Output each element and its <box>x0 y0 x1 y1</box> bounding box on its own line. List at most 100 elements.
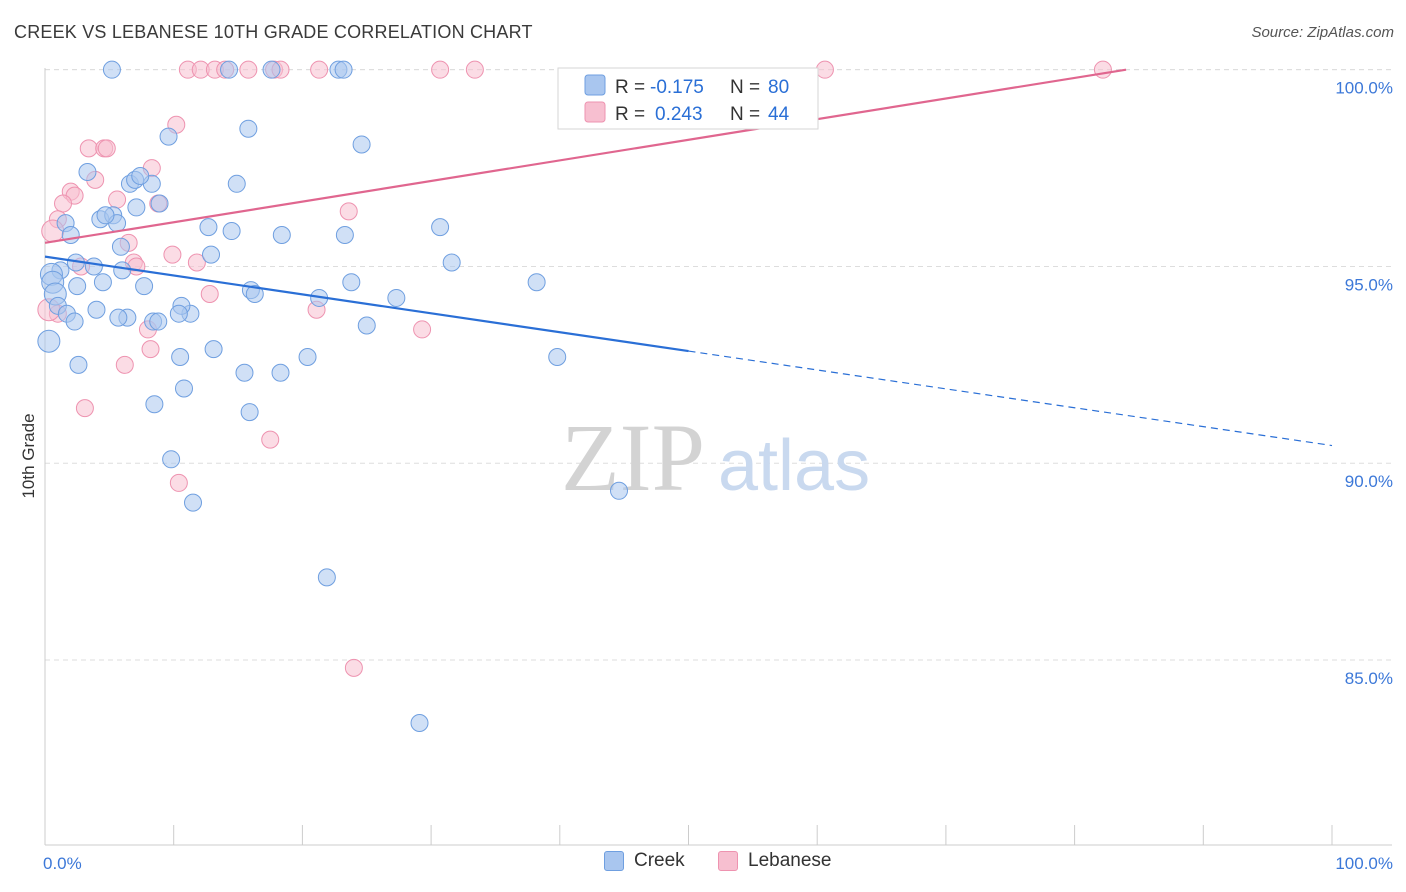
creek-point <box>69 355 88 374</box>
legend-lebanese-r-value: 0.243 <box>655 104 703 125</box>
lebanese-points <box>37 60 1112 677</box>
legend-creek-r-value: -0.175 <box>650 77 704 98</box>
creek-point <box>102 60 121 79</box>
creek-point <box>202 245 221 264</box>
lebanese-point <box>79 139 98 158</box>
legend-creek-n-value: 80 <box>768 77 789 98</box>
creek-point <box>174 379 193 398</box>
creek-point <box>220 60 239 79</box>
bottom-legend-lebanese-label: Lebanese <box>748 850 832 871</box>
creek-point <box>113 261 132 280</box>
creek-point <box>272 225 291 244</box>
creek-point <box>245 285 264 304</box>
tick-labels: 85.0% 90.0% 95.0% 100.0% 0.0% 100.0% <box>43 79 1393 873</box>
y-tick-label: 95.0% <box>1345 275 1393 294</box>
creek-point <box>271 363 290 382</box>
lebanese-point <box>54 194 73 213</box>
creek-point <box>184 493 203 512</box>
creek-point <box>431 218 450 237</box>
creek-point <box>96 206 115 225</box>
lebanese-point <box>1093 60 1112 79</box>
legend-lebanese-r-label: R = <box>615 104 645 125</box>
creek-point <box>199 218 218 237</box>
bottom-legend-creek-label: Creek <box>634 850 685 871</box>
chart-title: CREEK VS LEBANESE 10TH GRADE CORRELATION… <box>14 22 533 42</box>
legend-lebanese-swatch <box>584 101 606 123</box>
creek-point <box>239 119 258 138</box>
lebanese-point <box>169 473 188 492</box>
bottom-legend: Creek Lebanese <box>0 850 1406 880</box>
legend-box: R = -0.175 N = 80 R = 0.243 N = 44 <box>557 67 819 130</box>
lebanese-point <box>261 430 280 449</box>
creek-point <box>61 225 80 244</box>
creek-point <box>298 347 317 366</box>
lebanese-point <box>310 60 329 79</box>
legend-lebanese-n-value: 44 <box>768 104 790 125</box>
axes <box>44 68 1392 846</box>
y-axis-title: 10th Grade <box>19 413 38 498</box>
lebanese-point <box>108 190 127 209</box>
bottom-legend-lebanese: Lebanese <box>718 850 831 872</box>
legend-creek-swatch <box>584 74 606 96</box>
watermark: ZIP atlas <box>561 404 870 511</box>
creek-point <box>222 222 241 241</box>
lebanese-point <box>413 320 432 339</box>
creek-point <box>317 568 336 587</box>
watermark-zip: ZIP <box>561 404 705 511</box>
creek-point <box>162 450 181 469</box>
creek-point <box>159 127 178 146</box>
creek-point <box>610 481 629 500</box>
x-tick-label: 100.0% <box>1335 854 1393 873</box>
creek-point <box>78 163 97 182</box>
lebanese-point <box>115 355 134 374</box>
trend-lines <box>44 68 1333 447</box>
creek-swatch <box>604 851 624 871</box>
creek-point <box>65 312 84 331</box>
lebanese-point <box>815 60 834 79</box>
y-tick-label: 85.0% <box>1345 669 1393 688</box>
lebanese-point <box>75 399 94 418</box>
lebanese-trend-line <box>44 68 1127 244</box>
lebanese-point <box>200 285 219 304</box>
creek-point <box>145 395 164 414</box>
creek-point <box>150 194 169 213</box>
lebanese-point <box>431 60 450 79</box>
creek-points <box>37 60 629 732</box>
creek-point <box>204 340 223 359</box>
y-tick-label: 90.0% <box>1345 472 1393 491</box>
legend-creek-r-label: R = <box>615 77 645 98</box>
lebanese-point <box>339 202 358 221</box>
creek-point <box>84 257 103 276</box>
creek-point <box>240 403 259 422</box>
creek-point <box>352 135 371 154</box>
creek-point <box>169 304 188 323</box>
creek-point <box>357 316 376 335</box>
legend-creek-n-label: N = <box>730 77 760 98</box>
creek-point <box>171 347 190 366</box>
creek-point <box>127 198 146 217</box>
creek-point <box>37 329 61 353</box>
creek-point <box>387 288 406 307</box>
creek-point <box>109 308 128 327</box>
creek-point <box>111 237 130 256</box>
lebanese-point <box>163 245 182 264</box>
creek-trend-extension <box>688 350 1333 447</box>
creek-point <box>442 253 461 272</box>
creek-point <box>149 312 168 331</box>
creek-point <box>342 273 361 292</box>
creek-point <box>227 174 246 193</box>
creek-point <box>410 713 429 732</box>
lebanese-point <box>187 253 206 272</box>
lebanese-point <box>344 658 363 677</box>
creek-point <box>235 363 254 382</box>
creek-trend-line <box>44 255 689 353</box>
creek-point <box>334 60 353 79</box>
creek-point <box>527 273 546 292</box>
y-tick-label: 100.0% <box>1335 79 1393 98</box>
legend-lebanese-n-label: N = <box>730 104 760 125</box>
creek-point <box>87 300 106 319</box>
creek-point <box>135 277 154 296</box>
lebanese-point <box>141 340 160 359</box>
x-tick-label: 0.0% <box>43 854 82 873</box>
